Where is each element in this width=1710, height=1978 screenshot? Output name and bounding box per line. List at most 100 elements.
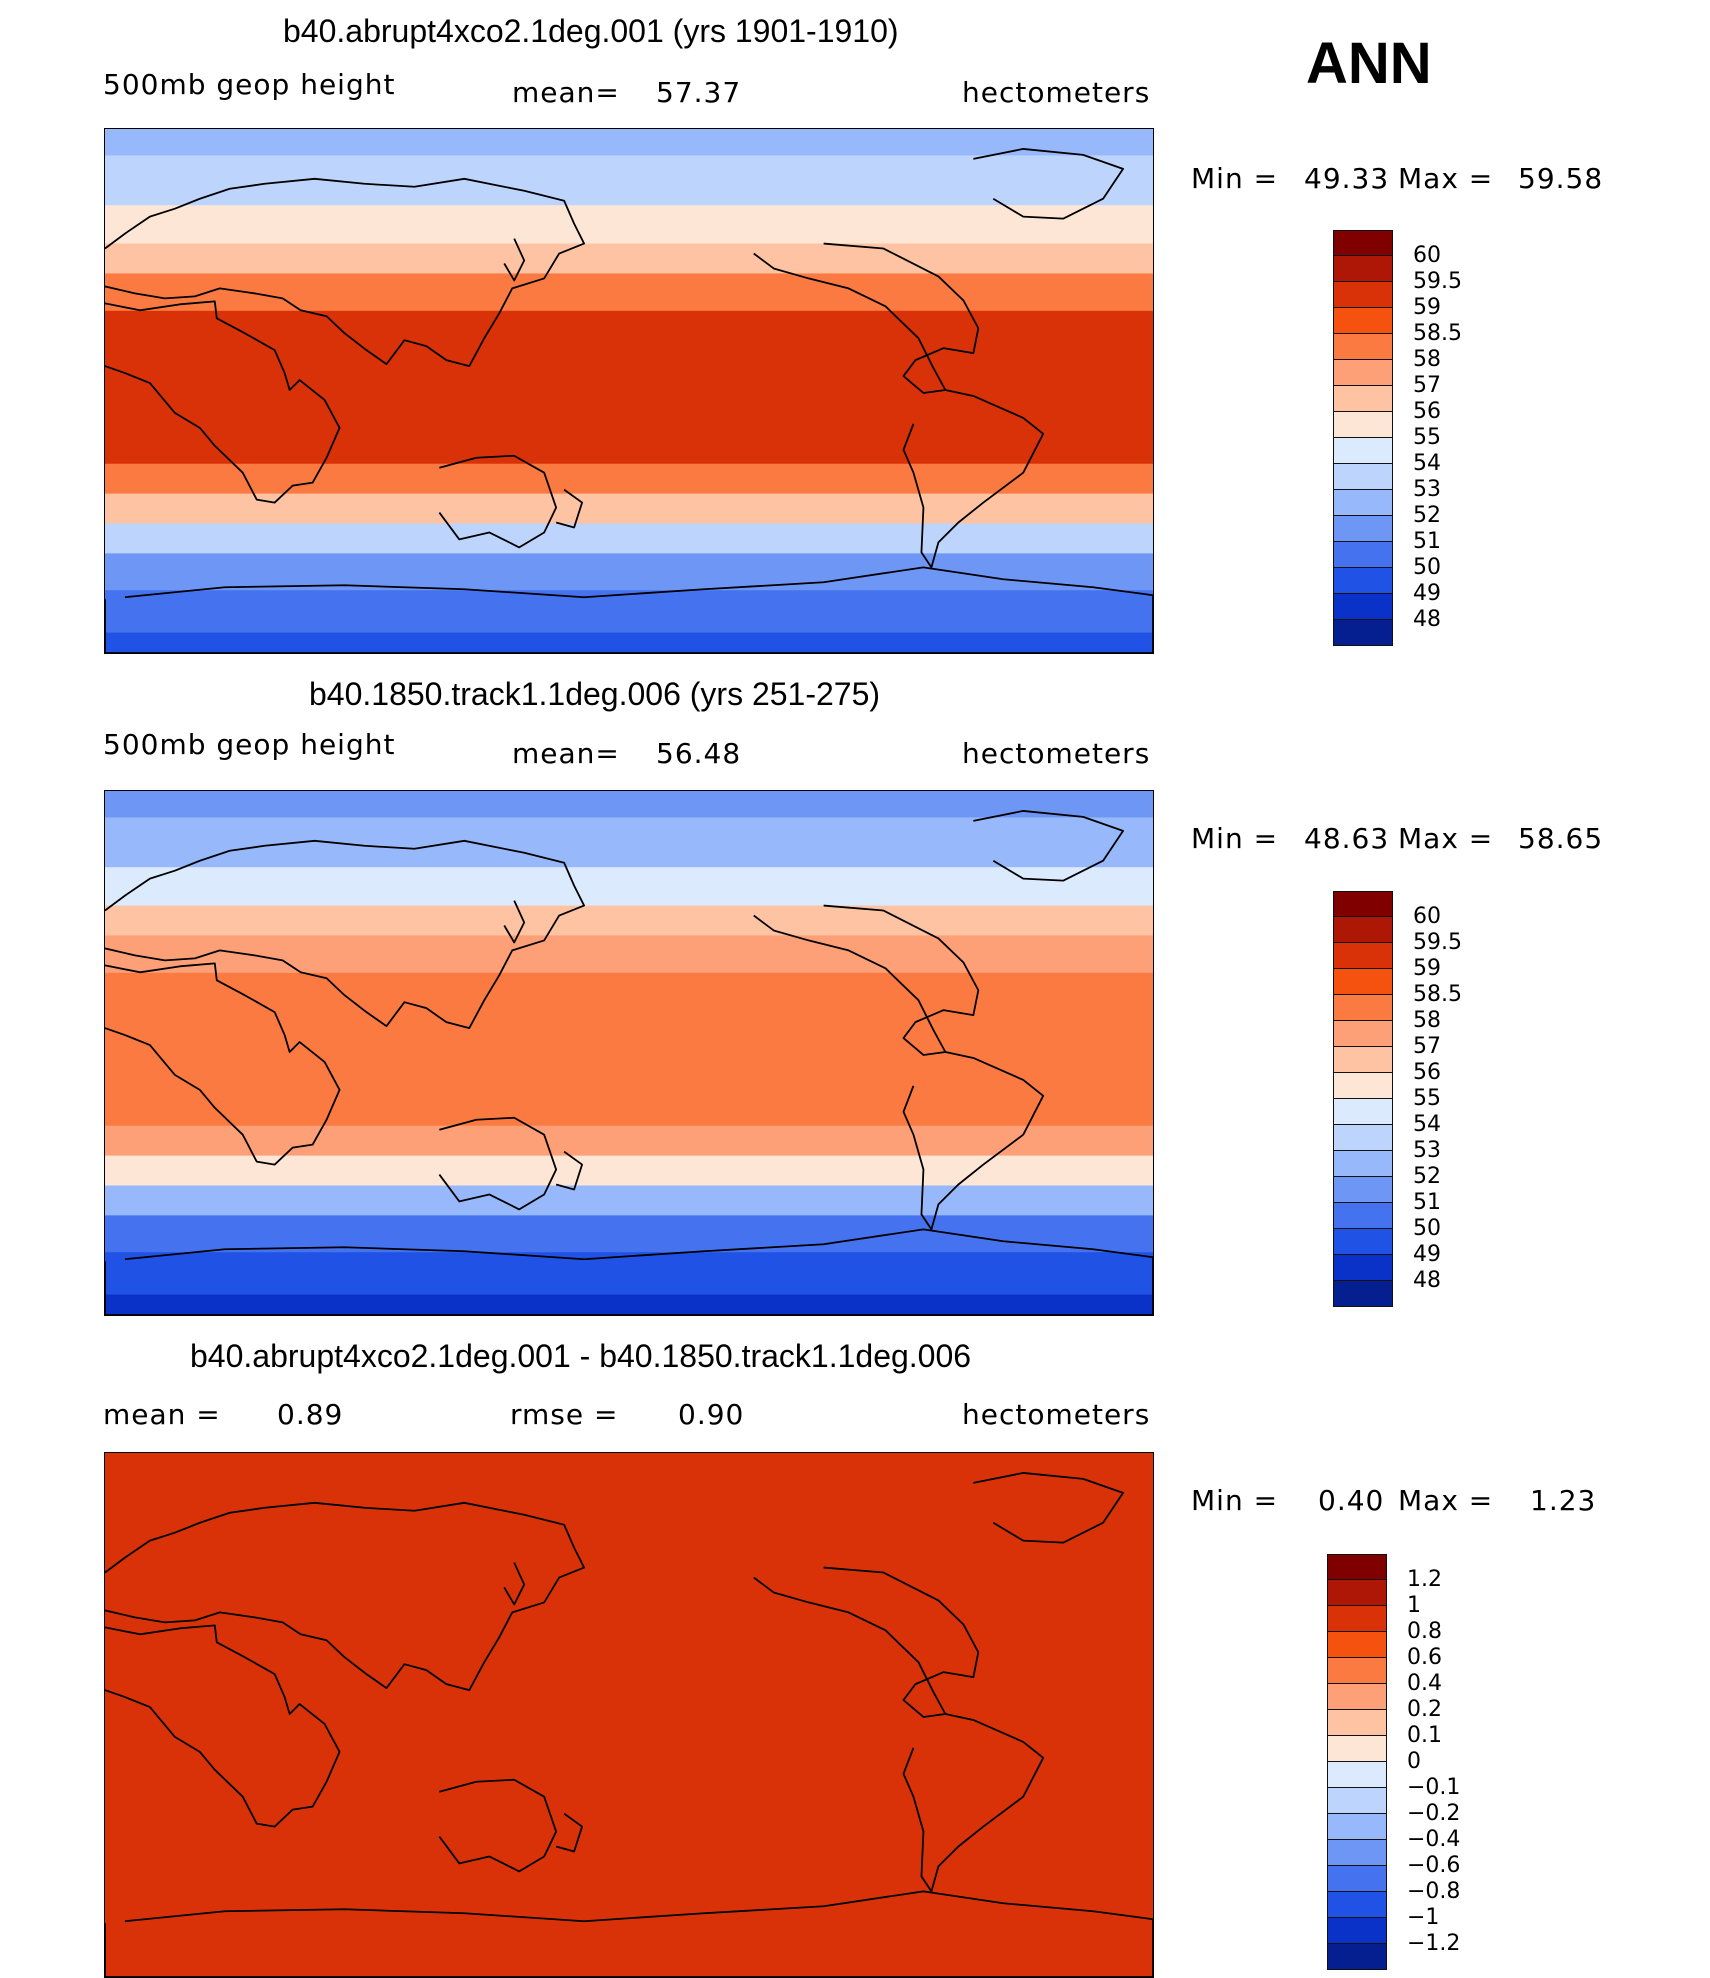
colorbar-swatch bbox=[1333, 256, 1393, 282]
lat-band-55N bbox=[105, 867, 1153, 907]
panel3-title: b40.abrupt4xco2.1deg.001 - b40.1850.trac… bbox=[190, 1338, 972, 1374]
colorbar-swatch bbox=[1333, 1125, 1393, 1151]
colorbar-tick-label: 52 bbox=[1413, 1164, 1441, 1189]
coastline-8 bbox=[503, 900, 526, 944]
colorbar-swatch bbox=[1333, 620, 1393, 646]
lat-band-60N bbox=[105, 1495, 1153, 1584]
lat-band-90N bbox=[105, 1453, 1153, 1496]
colorbar-tick-label: −0.4 bbox=[1407, 1827, 1461, 1852]
panel2-max-value: 58.65 bbox=[1518, 822, 1604, 855]
colorbar-tick-label: 0.6 bbox=[1407, 1645, 1442, 1670]
coastline-3 bbox=[753, 1566, 980, 1718]
lat-band-90S bbox=[105, 632, 1153, 653]
colorbar-swatch bbox=[1327, 1554, 1387, 1580]
coastline-0 bbox=[105, 1624, 341, 1828]
colorbar-swatch bbox=[1333, 891, 1393, 917]
panel2-min-value: 48.63 bbox=[1304, 822, 1390, 855]
colorbar-swatch bbox=[1333, 412, 1393, 438]
colorbar-tick-label: 51 bbox=[1413, 1190, 1441, 1215]
lat-band-60S bbox=[105, 1862, 1153, 1936]
panel2-variable: 500mb geop height bbox=[103, 728, 396, 761]
lat-band-30S bbox=[105, 463, 1153, 495]
panel1-mean-value: 57.37 bbox=[656, 76, 742, 109]
coastline-5 bbox=[973, 810, 1124, 882]
colorbar-swatch bbox=[1333, 1151, 1393, 1177]
colorbar-tick-label: 49 bbox=[1413, 581, 1441, 606]
lat-band-0 bbox=[105, 1024, 1153, 1083]
lat-band-90S bbox=[105, 1934, 1153, 1977]
coastline-3 bbox=[753, 242, 980, 394]
coastline-2 bbox=[438, 1116, 558, 1211]
colorbar-swatch bbox=[1333, 943, 1393, 969]
lat-band-90N bbox=[105, 129, 1153, 156]
colorbar-swatch bbox=[1333, 917, 1393, 943]
colorbar-swatch bbox=[1333, 542, 1393, 568]
lat-band-30N bbox=[105, 1582, 1153, 1672]
lat-band-30S bbox=[105, 1125, 1153, 1157]
coastline-0 bbox=[105, 300, 341, 504]
coastline-3 bbox=[753, 904, 980, 1056]
coastline-5 bbox=[973, 148, 1124, 220]
panel1-max-label: Max = bbox=[1398, 162, 1494, 195]
coastline-0 bbox=[105, 962, 341, 1166]
lat-band-75S bbox=[105, 590, 1153, 634]
colorbar-tick-label: 53 bbox=[1413, 477, 1441, 502]
colorbar-swatch bbox=[1327, 1892, 1387, 1918]
lat-band-0 bbox=[105, 362, 1153, 421]
panel2-title: b40.1850.track1.1deg.006 (yrs 251-275) bbox=[309, 676, 881, 712]
panel2-min-label: Min = bbox=[1191, 822, 1279, 855]
coastline-4 bbox=[902, 1051, 1045, 1231]
panel3-rmse-value: 0.90 bbox=[678, 1398, 745, 1431]
colorbar-tick-label: 55 bbox=[1413, 1086, 1441, 1111]
panel3-mean-label: mean = bbox=[103, 1398, 221, 1431]
panel1-map bbox=[104, 128, 1154, 654]
coastline-8 bbox=[503, 1562, 526, 1606]
lat-band-70N bbox=[105, 817, 1153, 868]
colorbar-tick-label: 60 bbox=[1413, 243, 1441, 268]
panel1-mean-label: mean= bbox=[512, 76, 620, 109]
colorbar-swatch bbox=[1333, 230, 1393, 256]
colorbar-tick-label: 59 bbox=[1413, 956, 1441, 981]
coastline-5 bbox=[973, 1472, 1124, 1544]
panel1-variable: 500mb geop height bbox=[103, 68, 396, 101]
coastline-7 bbox=[555, 1812, 583, 1853]
colorbar-tick-label: −1 bbox=[1407, 1905, 1440, 1930]
colorbar-tick-label: 59 bbox=[1413, 295, 1441, 320]
panel1-min-label: Min = bbox=[1191, 162, 1279, 195]
colorbar-swatch bbox=[1327, 1736, 1387, 1762]
colorbar-tick-label: −0.6 bbox=[1407, 1853, 1461, 1878]
colorbar-swatch bbox=[1333, 1229, 1393, 1255]
lat-band-60S bbox=[105, 553, 1153, 591]
colorbar-swatch bbox=[1333, 1047, 1393, 1073]
panel1-min-value: 49.33 bbox=[1304, 162, 1390, 195]
colorbar-swatch bbox=[1327, 1710, 1387, 1736]
coastline-1 bbox=[105, 177, 585, 367]
colorbar-swatch bbox=[1333, 360, 1393, 386]
colorbar-swatch bbox=[1327, 1684, 1387, 1710]
colorbar-swatch bbox=[1327, 1918, 1387, 1944]
panel2-mean-label: mean= bbox=[512, 737, 620, 770]
colorbar-tick-label: 0.2 bbox=[1407, 1697, 1442, 1722]
panel1-max-value: 59.58 bbox=[1518, 162, 1604, 195]
colorbar-tick-label: 48 bbox=[1413, 607, 1441, 632]
panel3-max-label: Max = bbox=[1398, 1484, 1494, 1517]
colorbar-swatch bbox=[1333, 594, 1393, 620]
panel2-max-label: Max = bbox=[1398, 822, 1494, 855]
colorbar-tick-label: 58.5 bbox=[1413, 321, 1462, 346]
colorbar-swatch bbox=[1327, 1580, 1387, 1606]
lat-band-90N bbox=[105, 791, 1153, 818]
lat-band-40S bbox=[105, 493, 1153, 524]
coastline-4 bbox=[902, 389, 1045, 569]
colorbar-tick-label: 0.1 bbox=[1407, 1723, 1442, 1748]
colorbar-swatch bbox=[1333, 282, 1393, 308]
panel3-mean-value: 0.89 bbox=[277, 1398, 344, 1431]
colorbar-swatch bbox=[1333, 1177, 1393, 1203]
colorbar-tick-label: 58 bbox=[1413, 1008, 1441, 1033]
colorbar-tick-label: 0.8 bbox=[1407, 1619, 1442, 1644]
colorbar-swatch bbox=[1327, 1840, 1387, 1866]
colorbar-tick-label: 52 bbox=[1413, 503, 1441, 528]
panel3-rmse-label: rmse = bbox=[510, 1398, 619, 1431]
coastline-7 bbox=[555, 488, 583, 529]
colorbar-tick-label: 56 bbox=[1413, 1060, 1441, 1085]
colorbar-tick-label: 56 bbox=[1413, 399, 1441, 424]
